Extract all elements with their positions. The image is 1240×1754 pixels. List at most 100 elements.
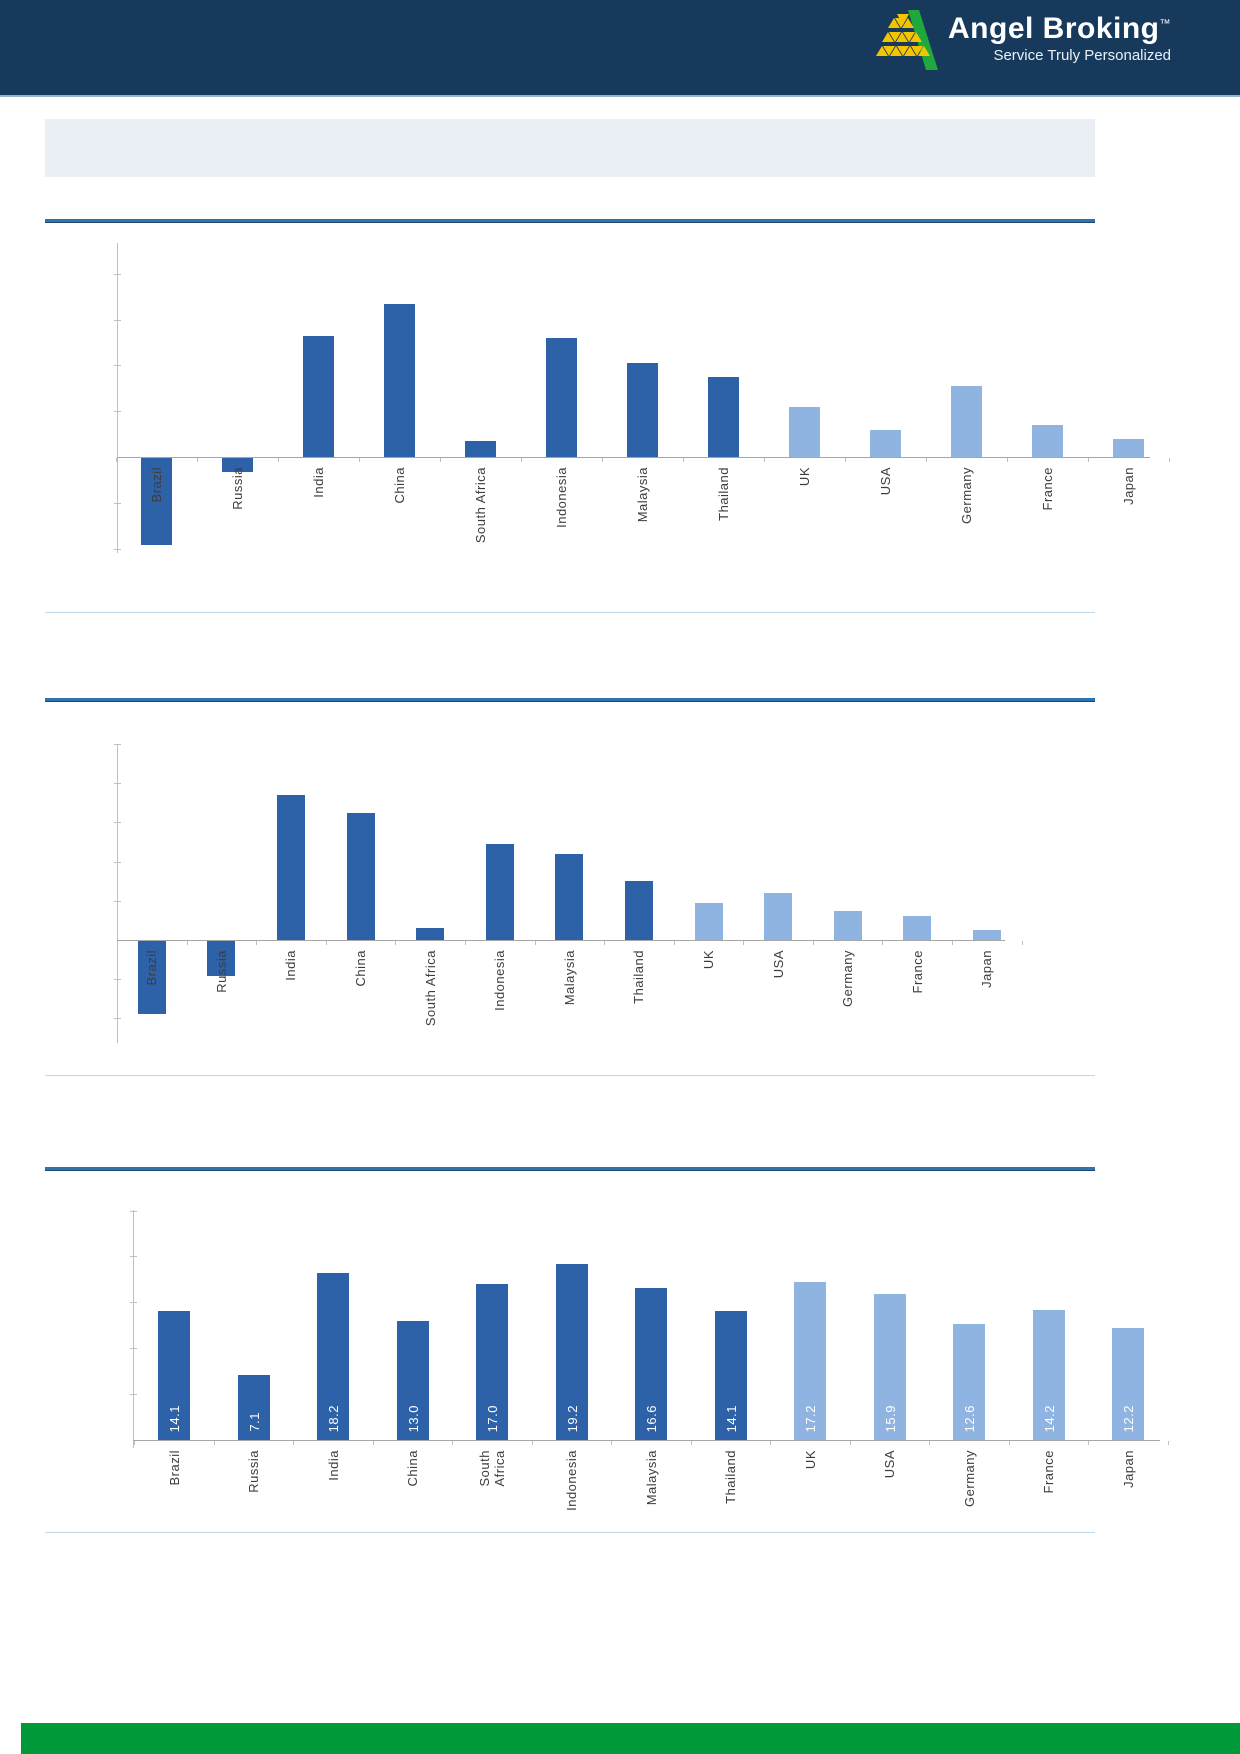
bar-india [303, 336, 334, 457]
bar-south-africa [476, 1284, 508, 1440]
category-label-brazil: Brazil [167, 1450, 182, 1486]
y-axis-tick [130, 1394, 137, 1395]
x-axis-tick [845, 458, 846, 462]
x-axis-tick [1007, 458, 1008, 462]
x-axis-tick [929, 1441, 930, 1445]
x-axis-tick [602, 458, 603, 462]
value-label-germany: 12.6 [962, 1404, 977, 1432]
x-axis-tick [293, 1441, 294, 1445]
category-label-germany: Germany [962, 1450, 977, 1507]
x-axis-tick [604, 941, 605, 945]
x-axis-tick [683, 458, 684, 462]
value-label-south-africa: 17.0 [485, 1404, 500, 1432]
value-label-uk: 17.2 [803, 1404, 818, 1432]
value-label-france: 14.2 [1042, 1404, 1057, 1432]
x-axis-tick [440, 458, 441, 462]
y-axis-tick [114, 979, 121, 980]
x-axis-tick [926, 458, 927, 462]
bar-brazil [138, 941, 166, 1014]
bar-malaysia [555, 854, 583, 940]
x-axis-tick [691, 1441, 692, 1445]
x-axis-tick [326, 941, 327, 945]
header-bar: Angel Broking™ Service Truly Personalize… [0, 0, 1240, 97]
y-axis [133, 1210, 134, 1448]
x-axis-tick [256, 941, 257, 945]
x-axis-tick [452, 1441, 453, 1445]
x-axis-tick [214, 1441, 215, 1445]
section-separator-3 [45, 1532, 1095, 1533]
category-label-china: China [405, 1450, 420, 1487]
x-axis [117, 457, 1150, 458]
bar-japan [1113, 439, 1144, 457]
bar-germany [834, 911, 862, 940]
x-axis-tick [1022, 941, 1023, 945]
y-axis-tick [114, 320, 121, 321]
value-label-japan: 12.2 [1121, 1404, 1136, 1432]
angel-broking-pyramid-icon [876, 10, 938, 70]
bar-thailand [715, 1311, 747, 1440]
bar-china [347, 813, 375, 940]
x-axis-tick [674, 941, 675, 945]
bar-indonesia [546, 338, 577, 457]
y-axis [117, 243, 118, 553]
bar-russia [222, 458, 253, 472]
bar-russia [207, 941, 235, 976]
category-label-japan: Japan [1121, 1450, 1136, 1488]
brand-tagline: Service Truly Personalized [993, 47, 1172, 64]
y-axis [117, 744, 118, 1043]
x-axis-tick [1009, 1441, 1010, 1445]
category-label-indonesia: Indonesia [564, 1450, 579, 1511]
x-axis-tick [952, 941, 953, 945]
x-axis-tick [1168, 1441, 1169, 1445]
x-axis-tick [359, 458, 360, 462]
bar-indonesia [556, 1264, 588, 1440]
bar-brazil [141, 458, 172, 545]
x-axis-tick [187, 941, 188, 945]
value-label-russia: 7.1 [247, 1412, 262, 1432]
x-axis-tick [850, 1441, 851, 1445]
x-axis-tick [521, 458, 522, 462]
brand-name: Angel Broking™ [948, 12, 1172, 45]
bar-indonesia [486, 844, 514, 940]
value-label-china: 13.0 [406, 1404, 421, 1432]
x-axis-tick [882, 941, 883, 945]
x-axis-tick [1088, 458, 1089, 462]
x-axis-tick [117, 941, 118, 945]
value-label-brazil: 14.1 [167, 1404, 182, 1432]
category-label-thailand: Thailand [723, 1450, 738, 1504]
trademark-symbol: ™ [1159, 18, 1172, 30]
x-axis-tick [535, 941, 536, 945]
bar-germany [951, 386, 982, 457]
category-label-usa: USA [882, 1450, 897, 1479]
value-label-usa: 15.9 [883, 1404, 898, 1432]
x-axis-tick [611, 1441, 612, 1445]
x-axis-tick [764, 458, 765, 462]
bar-uk [695, 903, 723, 940]
bar-south-africa [416, 928, 444, 940]
category-label-india: India [326, 1450, 341, 1481]
angel-broking-logo: Angel Broking™ Service Truly Personalize… [872, 6, 1171, 80]
title-banner [45, 119, 1095, 177]
x-axis-tick [743, 941, 744, 945]
bar-france [1032, 425, 1063, 457]
bar-brazil [158, 1311, 190, 1440]
bar-china [384, 304, 415, 457]
value-label-thailand: 14.1 [724, 1404, 739, 1432]
y-axis-tick [114, 274, 121, 275]
bar-thailand [625, 881, 653, 940]
category-label-russia: Russia [246, 1450, 261, 1493]
category-label-malaysia: Malaysia [644, 1450, 659, 1506]
bar-uk [789, 407, 820, 457]
x-axis-tick [278, 458, 279, 462]
x-axis-tick [134, 1441, 135, 1445]
x-axis [117, 940, 1005, 941]
y-axis-tick [114, 901, 121, 902]
y-axis-tick [114, 744, 121, 745]
y-axis-tick [130, 1302, 137, 1303]
section-title-rule-3 [45, 1167, 1095, 1171]
x-axis-tick [116, 458, 117, 462]
section-separator-2 [45, 1075, 1095, 1076]
bar-japan [1112, 1328, 1144, 1440]
